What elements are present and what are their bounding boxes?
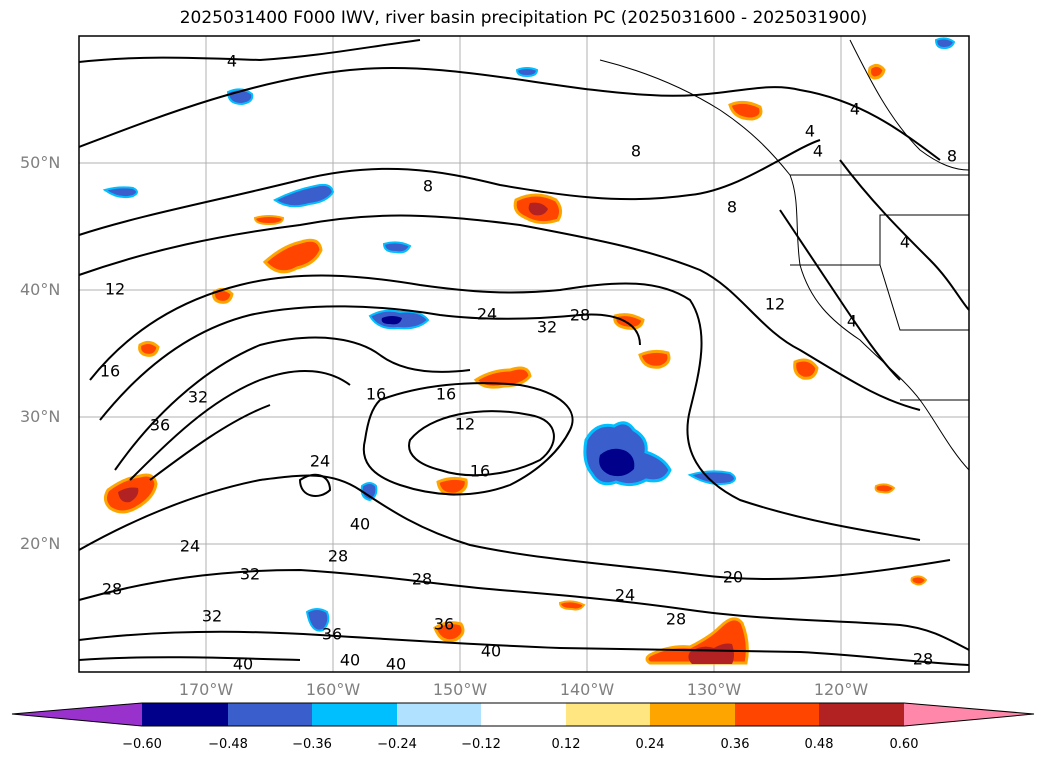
map-background — [79, 36, 969, 672]
lat-label-50n: 50°N — [20, 153, 61, 172]
contour-label: 36 — [322, 625, 342, 644]
contour-label: 36 — [150, 416, 170, 435]
gridlines — [79, 36, 969, 672]
contour-label: 40 — [233, 655, 253, 674]
colorbar-extend-max — [904, 703, 1034, 726]
contour-label: 16 — [366, 385, 386, 404]
colorbar-segment — [819, 703, 904, 726]
contour-label: 32 — [188, 388, 208, 407]
contour-label: 24 — [310, 452, 330, 471]
colorbar-segment — [566, 703, 650, 726]
contour-label: 40 — [386, 655, 406, 674]
map-title: 2025031400 F000 IWV, river basin precipi… — [179, 8, 868, 28]
colorbar-segment — [397, 703, 481, 726]
colorbar-tick-label: −0.12 — [461, 737, 501, 752]
contour-label: 28 — [102, 580, 122, 599]
contour-label: 28 — [412, 570, 432, 589]
colorbar-extend-min — [12, 703, 142, 726]
contour-label: 8 — [631, 142, 641, 161]
contour-label: 36 — [434, 615, 454, 634]
contour-label: 16 — [436, 385, 456, 404]
colorbar-tick-label: 0.48 — [804, 737, 834, 752]
contour-label: 28 — [913, 650, 933, 669]
colorbar-segment — [228, 703, 312, 726]
colorbar-segment — [312, 703, 397, 726]
contour-label: 28 — [666, 610, 686, 629]
colorbar-tick-label: −0.36 — [292, 737, 332, 752]
contour-label: 24 — [180, 537, 200, 556]
contour-label: 4 — [847, 312, 857, 331]
colorbar-segment — [650, 703, 735, 726]
contour-label: 12 — [455, 415, 475, 434]
contour-label: 4 — [813, 142, 823, 161]
contour-label: 32 — [537, 318, 557, 337]
colorbar-segment — [735, 703, 819, 726]
contour-label: 40 — [481, 642, 501, 661]
contour-label: 40 — [340, 651, 360, 670]
contour-label: 16 — [100, 362, 120, 381]
contour-label: 12 — [105, 280, 125, 299]
lat-label-30n: 30°N — [20, 407, 61, 426]
colorbar-tick-label: 0.24 — [635, 737, 665, 752]
contour-label: 28 — [570, 306, 590, 325]
contour-label: 4 — [850, 100, 860, 119]
contour-label: 4 — [227, 52, 237, 71]
map-frame — [78, 35, 970, 673]
lat-label-40n: 40°N — [20, 280, 61, 299]
contour-label: 8 — [727, 198, 737, 217]
lon-label-170w: 170°W — [178, 680, 234, 699]
lon-label-130w: 130°W — [686, 680, 742, 699]
precip-anomaly-blobs — [102, 37, 956, 665]
contour-label: 24 — [477, 305, 497, 324]
contour-label: 24 — [615, 586, 635, 605]
colorbar-tick-label: 0.60 — [889, 737, 919, 752]
contour-label: 40 — [350, 515, 370, 534]
contour-label: 16 — [470, 462, 490, 481]
contour-label: 32 — [240, 565, 260, 584]
contour-label: 28 — [328, 547, 348, 566]
colorbar-tick-label: −0.24 — [377, 737, 417, 752]
colorbar-tick-label: 0.12 — [551, 737, 581, 752]
iwv-contours — [78, 39, 970, 666]
contour-label: 20 — [723, 568, 743, 587]
colorbar-segment — [481, 703, 566, 726]
colorbar — [11, 702, 1035, 727]
contour-label: 4 — [900, 233, 910, 252]
colorbar-tick-label: −0.48 — [208, 737, 248, 752]
lon-label-150w: 150°W — [432, 680, 488, 699]
contour-label: 8 — [423, 177, 433, 196]
lon-label-140w: 140°W — [559, 680, 615, 699]
colorbar-segment — [142, 703, 228, 726]
lon-label-120w: 120°W — [813, 680, 869, 699]
colorbar-tick-label: −0.60 — [122, 737, 162, 752]
colorbar-tick-label: 0.36 — [720, 737, 750, 752]
contour-label: 8 — [947, 147, 957, 166]
lat-label-20n: 20°N — [20, 534, 61, 553]
contour-label: 4 — [805, 122, 815, 141]
contour-label: 32 — [202, 607, 222, 626]
lon-label-160w: 160°W — [305, 680, 361, 699]
contour-label: 12 — [765, 295, 785, 314]
coastlines — [599, 39, 970, 471]
